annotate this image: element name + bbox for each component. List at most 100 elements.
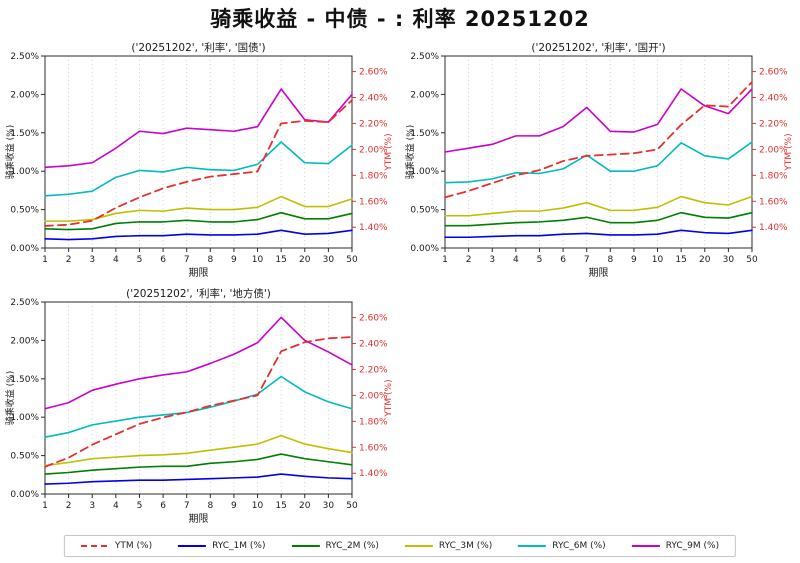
subplot-cdb-bond: 0.00% 0.50% 1.00% 1.50% 2.00% 2.50% 1.40% 1.60%…	[400, 41, 800, 288]
x-tick-label: 3	[89, 255, 95, 265]
series-line-ryc-1m	[44, 229, 353, 241]
figure-title: 骑乘收益 - 中债 - : 利率 20251202	[210, 7, 590, 31]
right-tick-label: 1.60%	[359, 443, 388, 453]
x-tick-label: 6	[160, 501, 166, 511]
x-tick-label: 50	[346, 501, 358, 511]
series-line-ryc-3m	[44, 434, 353, 467]
chart-local-gov-bond: 0.00% 0.50% 1.00% 1.50% 2.00% 2.50% 1.40% 1.60%…	[4, 287, 394, 525]
right-tick-label: 1.80%	[759, 171, 788, 181]
left-tick-label: 2.50%	[10, 52, 39, 62]
series-line-ryc-9m	[444, 88, 753, 153]
x-tick-label: 7	[184, 501, 190, 511]
left-tick-label: 1.00%	[410, 167, 439, 177]
x-tick-label: 15	[275, 255, 286, 265]
left-tick-label: 0.00%	[410, 244, 439, 254]
series-line-ytm	[444, 81, 753, 199]
left-tick-label: 0.00%	[10, 244, 39, 254]
x-tick-label: 6	[160, 255, 166, 265]
x-tick-label: 2	[66, 255, 72, 265]
legend-line-sample-ryc-9m	[631, 545, 660, 547]
right-axis-label: YTM (%)	[784, 133, 794, 171]
x-tick-label: 10	[252, 501, 264, 511]
left-tick-label: 2.00%	[10, 90, 39, 100]
x-tick-label: 6	[560, 255, 566, 265]
x-tick-label: 8	[207, 501, 213, 511]
right-axis-label: YTM (%)	[384, 379, 394, 417]
plot-frame	[44, 55, 353, 249]
right-tick-label: 1.40%	[359, 469, 388, 479]
x-tick-label: 1	[42, 501, 48, 511]
legend-label-ryc-1m: RYC_1M (%)	[212, 541, 266, 551]
left-axis-label: 骑乘收益 (%)	[404, 125, 416, 179]
left-tick-label: 2.00%	[410, 90, 439, 100]
right-tick-label: 1.80%	[359, 171, 388, 181]
legend-item-ryc-1m: RYC_1M (%)	[178, 541, 265, 551]
right-tick-label: 2.20%	[759, 119, 788, 129]
x-tick-label: 30	[323, 255, 335, 265]
subplot-treasury-bond: 0.00% 0.50% 1.00% 1.50% 2.00% 2.50% 1.40% 1.60%…	[0, 41, 400, 288]
subplot-title: ('20251202', '利率', '国债')	[131, 41, 265, 54]
left-tick-label: 2.50%	[410, 52, 439, 62]
left-tick-label: 0.50%	[410, 206, 439, 216]
x-tick-label: 2	[66, 501, 72, 511]
x-tick-label: 20	[699, 255, 711, 265]
series-line-ryc-1m	[44, 473, 353, 485]
right-tick-label: 1.60%	[359, 197, 388, 207]
legend-item-ryc-9m: RYC_9M (%)	[631, 541, 720, 551]
legend-line-sample-ryc-1m	[178, 545, 207, 547]
x-tick-label: 9	[631, 255, 637, 265]
legend-label-ryc-3m: RYC_3M (%)	[438, 541, 493, 551]
left-tick-label: 0.50%	[10, 452, 39, 462]
x-axis-label: 期限	[589, 267, 609, 279]
x-tick-label: 5	[137, 501, 143, 511]
x-axis-label: 期限	[189, 267, 209, 279]
chart-treasury-bond: 0.00% 0.50% 1.00% 1.50% 2.00% 2.50% 1.40% 1.60%…	[4, 41, 394, 279]
legend-line-sample-ryc-2m	[291, 545, 320, 547]
x-tick-label: 50	[346, 255, 358, 265]
x-tick-label: 3	[89, 501, 95, 511]
x-tick-label: 8	[207, 255, 213, 265]
series-line-ryc-2m	[44, 453, 353, 475]
x-tick-label: 5	[537, 255, 543, 265]
left-axis-label: 骑乘收益 (%)	[4, 371, 16, 425]
left-axis-label: 骑乘收益 (%)	[4, 125, 16, 179]
right-tick-label: 2.40%	[359, 340, 388, 350]
legend-item-ryc-3m: RYC_3M (%)	[404, 541, 493, 551]
legend-label-ryc-9m: RYC_9M (%)	[665, 541, 720, 551]
x-tick-label: 30	[723, 255, 735, 265]
left-tick-label: 2.00%	[10, 336, 39, 346]
legend-line-sample-ryc-6m	[518, 545, 547, 547]
x-tick-label: 15	[275, 501, 286, 511]
plot-frame	[44, 301, 353, 495]
x-tick-label: 7	[184, 255, 190, 265]
right-tick-label: 2.00%	[359, 391, 388, 401]
x-tick-label: 15	[675, 255, 686, 265]
series-line-ryc-1m	[444, 229, 753, 239]
right-tick-label: 1.80%	[359, 417, 388, 427]
legend-label-ytm: YTM (%)	[114, 541, 153, 551]
right-tick-label: 2.40%	[759, 94, 788, 104]
legend-line-sample-ytm	[80, 545, 109, 547]
x-tick-label: 9	[231, 501, 237, 511]
left-tick-label: 1.00%	[10, 413, 39, 423]
series-line-ryc-9m	[44, 88, 353, 169]
legend-item-ryc-2m: RYC_2M (%)	[291, 541, 379, 551]
right-tick-label: 2.00%	[759, 145, 788, 155]
series-line-ryc-6m	[444, 141, 753, 184]
left-tick-label: 1.50%	[10, 375, 39, 385]
x-tick-label: 20	[299, 255, 311, 265]
x-axis-label: 期限	[189, 513, 209, 525]
subplot-local-gov-bond: 0.00% 0.50% 1.00% 1.50% 2.00% 2.50% 1.40% 1.60%…	[0, 287, 400, 534]
series-line-ytm	[44, 99, 353, 227]
x-tick-label: 4	[113, 255, 119, 265]
left-tick-label: 1.00%	[10, 167, 39, 177]
right-tick-label: 1.40%	[359, 223, 388, 233]
x-tick-label: 3	[489, 255, 495, 265]
right-tick-label: 1.60%	[759, 197, 788, 207]
x-tick-label: 7	[584, 255, 590, 265]
x-tick-label: 9	[231, 255, 237, 265]
series-line-ryc-9m	[44, 316, 353, 410]
left-tick-label: 0.50%	[10, 206, 39, 216]
x-tick-label: 5	[137, 255, 143, 265]
left-tick-label: 2.50%	[10, 298, 39, 308]
